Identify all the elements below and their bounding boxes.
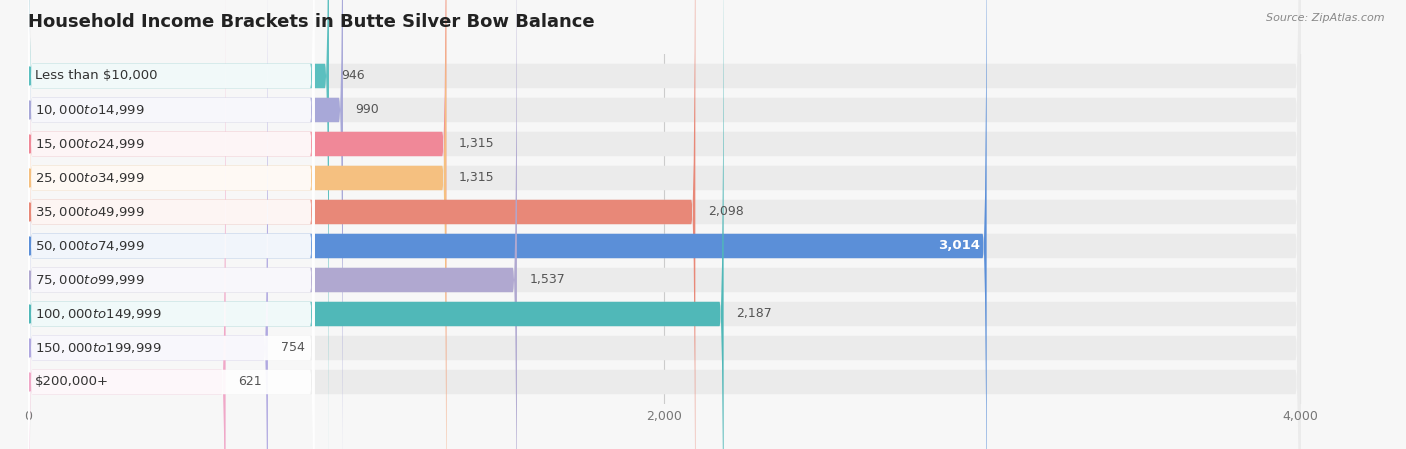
FancyBboxPatch shape bbox=[28, 0, 724, 449]
Text: $35,000 to $49,999: $35,000 to $49,999 bbox=[35, 205, 145, 219]
FancyBboxPatch shape bbox=[28, 0, 1301, 449]
FancyBboxPatch shape bbox=[28, 0, 315, 449]
FancyBboxPatch shape bbox=[28, 0, 315, 449]
FancyBboxPatch shape bbox=[28, 0, 315, 449]
Text: Source: ZipAtlas.com: Source: ZipAtlas.com bbox=[1267, 13, 1385, 23]
FancyBboxPatch shape bbox=[28, 0, 315, 449]
Text: $15,000 to $24,999: $15,000 to $24,999 bbox=[35, 137, 145, 151]
FancyBboxPatch shape bbox=[28, 0, 329, 449]
Text: $200,000+: $200,000+ bbox=[35, 375, 108, 388]
Text: Less than $10,000: Less than $10,000 bbox=[35, 70, 157, 83]
Text: Household Income Brackets in Butte Silver Bow Balance: Household Income Brackets in Butte Silve… bbox=[28, 13, 595, 31]
FancyBboxPatch shape bbox=[28, 0, 315, 449]
FancyBboxPatch shape bbox=[28, 0, 315, 449]
FancyBboxPatch shape bbox=[28, 0, 1301, 449]
FancyBboxPatch shape bbox=[28, 0, 1301, 449]
Text: $25,000 to $34,999: $25,000 to $34,999 bbox=[35, 171, 145, 185]
FancyBboxPatch shape bbox=[28, 0, 446, 449]
Text: 1,315: 1,315 bbox=[458, 137, 495, 150]
FancyBboxPatch shape bbox=[28, 0, 1301, 449]
Text: 1,315: 1,315 bbox=[458, 172, 495, 185]
FancyBboxPatch shape bbox=[28, 0, 517, 449]
FancyBboxPatch shape bbox=[28, 0, 315, 449]
FancyBboxPatch shape bbox=[28, 0, 987, 449]
Text: $50,000 to $74,999: $50,000 to $74,999 bbox=[35, 239, 145, 253]
Text: 1,537: 1,537 bbox=[530, 273, 565, 286]
Text: 946: 946 bbox=[342, 70, 366, 83]
Text: 621: 621 bbox=[239, 375, 262, 388]
FancyBboxPatch shape bbox=[28, 0, 696, 449]
Text: 2,187: 2,187 bbox=[737, 308, 772, 321]
Text: $10,000 to $14,999: $10,000 to $14,999 bbox=[35, 103, 145, 117]
FancyBboxPatch shape bbox=[28, 0, 269, 449]
Text: 990: 990 bbox=[356, 103, 380, 116]
FancyBboxPatch shape bbox=[28, 0, 225, 449]
FancyBboxPatch shape bbox=[28, 0, 315, 449]
Text: $150,000 to $199,999: $150,000 to $199,999 bbox=[35, 341, 162, 355]
FancyBboxPatch shape bbox=[28, 0, 1301, 449]
FancyBboxPatch shape bbox=[28, 0, 343, 449]
Text: $75,000 to $99,999: $75,000 to $99,999 bbox=[35, 273, 145, 287]
FancyBboxPatch shape bbox=[28, 0, 315, 449]
FancyBboxPatch shape bbox=[28, 0, 1301, 449]
FancyBboxPatch shape bbox=[28, 0, 1301, 449]
FancyBboxPatch shape bbox=[28, 0, 1301, 449]
FancyBboxPatch shape bbox=[28, 0, 1301, 449]
FancyBboxPatch shape bbox=[28, 0, 1301, 449]
Text: 754: 754 bbox=[281, 342, 305, 355]
Text: 2,098: 2,098 bbox=[709, 206, 744, 219]
FancyBboxPatch shape bbox=[28, 0, 315, 449]
Text: 3,014: 3,014 bbox=[938, 239, 980, 252]
Text: $100,000 to $149,999: $100,000 to $149,999 bbox=[35, 307, 162, 321]
FancyBboxPatch shape bbox=[28, 0, 446, 449]
